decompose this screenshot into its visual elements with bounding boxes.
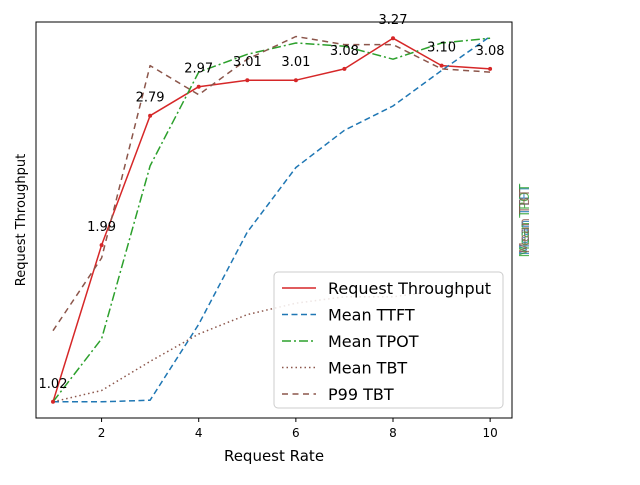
x-axis-label: Request Rate [224, 447, 324, 465]
plot-frame [35, 21, 513, 419]
legend-label-p99-tbt: P99 TBT [328, 385, 394, 404]
data-point-request-throughput [342, 66, 347, 71]
legend-label-mean-ttft: Mean TTFT [328, 306, 415, 325]
data-point-request-throughput [51, 399, 55, 404]
series-line-mean-ttft [53, 35, 491, 403]
legend-box [273, 271, 504, 409]
x-tick-label: 8 [389, 426, 397, 440]
data-point-request-throughput [99, 243, 104, 248]
legend: Request Throughput Mean TTFT Mean TPOT Mean… [273, 271, 504, 409]
series-line-mean-tbt [52, 281, 491, 403]
data-label: 1.02 [39, 377, 68, 392]
data-point-request-throughput [391, 36, 395, 41]
data-label: 1.99 [87, 220, 116, 235]
legend-label-mean-tpot: Mean TPOT [328, 332, 419, 351]
data-label: 3.08 [476, 44, 505, 59]
series-line-mean-tpot [52, 37, 491, 403]
data-label-layer: 1.02 1.99 2.79 2.97 3.01 3.01 3.08 3.27 3.10 3.08 [39, 13, 505, 392]
data-point-request-throughput [439, 63, 444, 68]
x-tick-layer: 2 4 6 8 10 [98, 418, 498, 440]
series-line-request-throughput [52, 37, 491, 403]
data-point-request-throughput [245, 78, 250, 83]
data-label: 3.08 [330, 44, 359, 59]
series-layer [52, 35, 491, 403]
data-label: 2.79 [136, 91, 165, 106]
data-point-request-throughput [196, 84, 201, 89]
data-point-request-throughput [488, 66, 493, 71]
data-label: 3.01 [281, 55, 310, 70]
data-point-request-throughput [293, 78, 298, 83]
y-axis-label: Request Throughput [14, 154, 29, 286]
x-tick-label: 2 [98, 426, 106, 440]
x-tick-label: 6 [292, 426, 300, 440]
data-label: 3.27 [379, 13, 408, 28]
series-line-p99-tbt [52, 35, 491, 332]
right-axis-label-mean-tpot: Mean TPOT [518, 184, 533, 258]
legend-label-request-throughput: Request Throughput [328, 279, 491, 298]
x-tick-label: 10 [483, 426, 498, 440]
data-point-request-throughput [148, 113, 153, 118]
x-tick-label: 4 [195, 426, 203, 440]
right-axis-label-mean-tbt: Mean TBT [518, 189, 533, 253]
marker-layer [51, 36, 493, 404]
right-axis-label-mean-ttft: Mean TTFT [518, 185, 533, 255]
data-label: 3.01 [233, 55, 262, 70]
data-label: 2.97 [184, 62, 213, 77]
data-label: 3.10 [427, 41, 456, 56]
legend-label-mean-tbt: Mean TBT [328, 359, 407, 378]
